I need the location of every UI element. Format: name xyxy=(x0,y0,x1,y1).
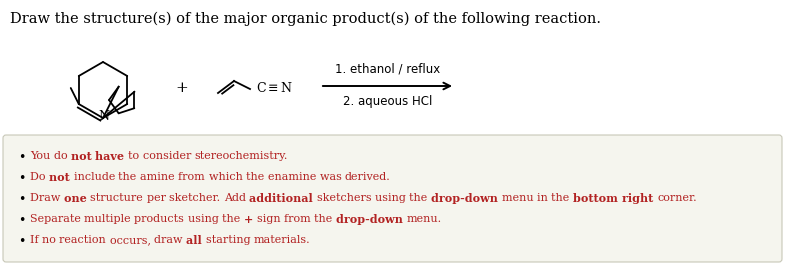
Text: the: the xyxy=(314,214,336,224)
Text: amine: amine xyxy=(140,172,178,182)
Text: products: products xyxy=(134,214,188,224)
Text: additional: additional xyxy=(249,193,317,204)
Text: +: + xyxy=(175,81,189,95)
Text: N: N xyxy=(98,110,109,124)
Text: drop-down: drop-down xyxy=(336,214,407,225)
Text: derived.: derived. xyxy=(345,172,391,182)
Text: sketchers: sketchers xyxy=(317,193,375,203)
Text: •: • xyxy=(18,214,25,227)
Text: from: from xyxy=(178,172,208,182)
Text: reaction: reaction xyxy=(60,235,110,245)
Text: occurs,: occurs, xyxy=(110,235,154,245)
Text: +: + xyxy=(244,214,257,225)
Text: which: which xyxy=(208,172,246,182)
Text: multiple: multiple xyxy=(84,214,134,224)
Text: Separate: Separate xyxy=(30,214,84,224)
Text: not: not xyxy=(49,172,74,183)
Text: bottom: bottom xyxy=(573,193,622,204)
Text: was: was xyxy=(320,172,345,182)
Text: •: • xyxy=(18,151,25,164)
Text: Add: Add xyxy=(224,193,249,203)
Text: the: the xyxy=(410,193,432,203)
Text: the: the xyxy=(222,214,244,224)
Text: 2. aqueous HCl: 2. aqueous HCl xyxy=(343,95,432,108)
Text: the: the xyxy=(119,172,140,182)
Text: not: not xyxy=(71,151,96,162)
Text: starting: starting xyxy=(206,235,254,245)
Text: all: all xyxy=(186,235,206,246)
Text: •: • xyxy=(18,172,25,185)
Text: menu.: menu. xyxy=(407,214,442,224)
Text: per: per xyxy=(147,193,169,203)
Text: draw: draw xyxy=(154,235,186,245)
Text: •: • xyxy=(18,193,25,206)
Text: •: • xyxy=(18,235,25,248)
Text: the: the xyxy=(552,193,573,203)
Text: using: using xyxy=(188,214,222,224)
Text: consider: consider xyxy=(143,151,195,161)
Text: do: do xyxy=(53,151,71,161)
Text: sign: sign xyxy=(257,214,285,224)
Text: include: include xyxy=(74,172,119,182)
Text: no: no xyxy=(42,235,60,245)
Text: one: one xyxy=(64,193,90,204)
Text: corner.: corner. xyxy=(657,193,696,203)
Text: stereochemistry.: stereochemistry. xyxy=(195,151,288,161)
Text: enamine: enamine xyxy=(268,172,320,182)
Text: structure: structure xyxy=(90,193,147,203)
Text: materials.: materials. xyxy=(254,235,310,245)
Text: from: from xyxy=(285,214,314,224)
Text: If: If xyxy=(30,235,42,245)
Text: sketcher.: sketcher. xyxy=(169,193,224,203)
Text: $\mathregular{C{\equiv}N}$: $\mathregular{C{\equiv}N}$ xyxy=(256,81,293,95)
Text: Draw: Draw xyxy=(30,193,64,203)
Text: using: using xyxy=(375,193,410,203)
Text: to: to xyxy=(128,151,143,161)
Text: the: the xyxy=(246,172,268,182)
Text: have: have xyxy=(96,151,128,162)
Text: Do: Do xyxy=(30,172,49,182)
Text: drop-down: drop-down xyxy=(432,193,502,204)
Text: right: right xyxy=(622,193,657,204)
Text: You: You xyxy=(30,151,53,161)
Text: 1. ethanol / reflux: 1. ethanol / reflux xyxy=(335,62,440,75)
Text: menu: menu xyxy=(502,193,537,203)
Text: in: in xyxy=(537,193,552,203)
Text: Draw the structure(s) of the major organic product(s) of the following reaction.: Draw the structure(s) of the major organ… xyxy=(10,12,601,26)
FancyBboxPatch shape xyxy=(3,135,782,262)
